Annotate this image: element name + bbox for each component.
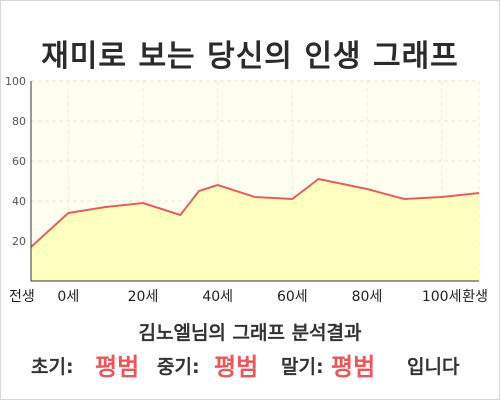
late-stage-label: 말기: — [281, 356, 324, 378]
y-tick-label-100: 100 — [5, 75, 26, 88]
life-area-fill — [31, 179, 479, 281]
early-stage-value: 평범 — [95, 353, 140, 381]
x-tick-label-0: 전생 — [9, 289, 35, 305]
axes — [30, 81, 479, 282]
middle-stage-value: 평범 — [214, 353, 259, 381]
y-tick-label-80: 80 — [12, 115, 26, 128]
y-axis-ticks: 20 40 60 80 100 — [5, 75, 26, 248]
x-tick-label-4: 60세 — [277, 289, 308, 305]
x-tick-label-3: 40세 — [202, 289, 233, 305]
x-tick-label-6: 100세 — [422, 289, 462, 305]
y-tick-label-40: 40 — [12, 195, 26, 208]
result-summary: 초기: 평범 중기: 평범 말기: 평범 입니다 — [0, 344, 500, 381]
y-tick-label-20: 20 — [12, 235, 26, 248]
chart-title: 재미로 보는 당신의 인생 그래프 — [41, 39, 459, 74]
life-line-series — [30, 178, 480, 248]
y-tick-label-60: 60 — [12, 155, 26, 168]
late-stage-value: 평범 — [331, 353, 376, 381]
x-tick-label-7: 환생 — [462, 289, 488, 305]
x-tick-label-5: 80세 — [352, 289, 383, 305]
result-suffix: 입니다 — [407, 356, 460, 378]
x-tick-label-2: 20세 — [128, 289, 159, 305]
x-axis-ticks: 전생 0세 20세 40세 60세 80세 100세 환생 — [9, 289, 488, 305]
x-tick-label-1: 0세 — [57, 289, 79, 305]
early-stage-label: 초기: — [31, 356, 74, 378]
result-title: 김노엘님의 그래프 분석결과 — [138, 322, 362, 344]
middle-stage-label: 중기: — [157, 356, 200, 378]
life-graph-chart: 20 40 60 80 100 전생 0세 20세 40세 60세 80세 100세 환생 — [5, 75, 488, 305]
